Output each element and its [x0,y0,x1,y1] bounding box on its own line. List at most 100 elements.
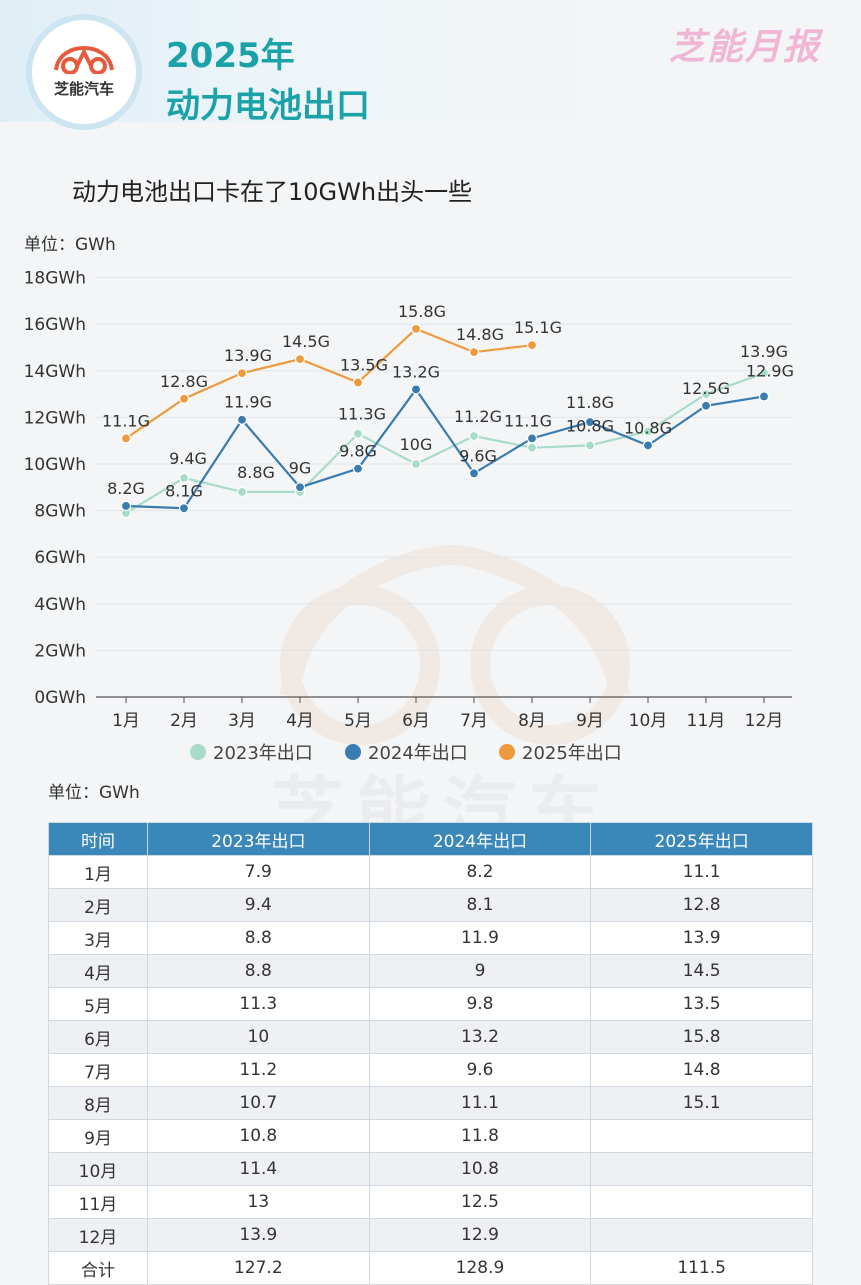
table-cell: 11.2 [147,1053,370,1087]
chart-title: 动力电池出口卡在了10GWh出头一些 [72,178,473,206]
data-point [294,482,306,493]
data-point [352,377,364,388]
y-tick-label: 12GWh [24,408,86,428]
table-row: 2月 9.4 8.1 12.8 [48,888,813,922]
line-chart: 0GWh 2GWh 4GWh 6GWh 8GWh 10GWh 12GWh 14GWh 16GWh… [24,269,794,764]
data-label: 10G [400,435,433,454]
table-cell: 8.8 [147,954,370,988]
data-point [178,472,190,484]
table-cell: 9.4 [147,888,370,922]
table-cell: 127.2 [147,1251,370,1285]
table-cell [590,1152,813,1186]
header-cell: 2025年出口 [590,822,813,856]
table-cell: 8.2 [368,855,592,889]
table-row: 1月 7.9 8.2 11.1 [48,855,813,889]
data-point [468,347,480,358]
table-cell [590,1218,813,1252]
table-cell: 10.8 [368,1152,592,1186]
table-cell: 10.7 [147,1086,370,1120]
table-cell: 7.9 [147,855,370,889]
x-tick-label: 5月 [344,711,372,731]
data-label: 11.3G [338,405,386,424]
table-cell [590,1185,813,1219]
table-row: 12月 13.9 12.9 [48,1218,813,1252]
table-cell: 5月 [48,987,148,1021]
table-row: 7月 11.2 9.6 14.8 [48,1053,813,1087]
data-point [468,430,480,442]
data-point [352,463,364,474]
data-label: 13.9G [224,346,272,365]
table-cell: 4月 [48,954,148,988]
table-cell: 13 [147,1185,370,1219]
x-tick-label: 8月 [518,711,546,731]
x-tick-label: 10月 [629,711,668,731]
data-label: 8.2G [107,479,145,498]
y-tick-label: 10GWh [24,455,86,475]
table-header-row: 时间 2023年出口 2024年出口 2025年出口 [48,822,813,856]
x-tick-label: 2月 [170,711,198,731]
logo: 芝能汽车 [32,20,136,124]
data-label: 11.8G [566,393,614,412]
header-cell: 2023年出口 [147,822,370,856]
table-row: 3月 8.8 11.9 13.9 [48,921,813,955]
table-cell: 10.8 [147,1119,370,1153]
table-cell: 13.9 [590,921,813,955]
table-cell: 14.5 [590,954,813,988]
data-table: 时间 2023年出口 2024年出口 2025年出口 1月 7.9 8.2 11.1 2… [48,822,813,1285]
data-point [236,368,248,379]
car-logo-icon [54,45,114,74]
table-cell: 13.5 [590,987,813,1021]
data-point [410,323,422,334]
data-label: 12.8G [160,372,208,391]
table-cell: 13.2 [368,1020,592,1054]
table-cell: 10月 [48,1152,148,1186]
data-label: 11.2G [454,407,502,426]
table-cell: 11.1 [590,855,813,889]
table-cell: 11.1 [368,1086,592,1120]
chart-unit-label: 单位：GWh [24,235,116,255]
data-label: 11.1G [102,411,150,430]
data-point [526,433,538,444]
table-cell: 13.9 [147,1218,370,1252]
table-cell: 12月 [48,1218,148,1252]
data-label: 15.8G [398,302,446,321]
table-cell: 11.4 [147,1152,370,1186]
data-point [410,384,422,395]
data-label: 14.8G [456,325,504,344]
table-cell: 128.9 [368,1251,592,1285]
table-row: 8月 10.7 11.1 15.1 [48,1086,813,1120]
data-point [178,503,190,514]
watermark-icon [280,544,630,745]
x-tick-label: 9月 [576,711,604,731]
table-cell: 15.8 [590,1020,813,1054]
table-cell: 9 [368,954,592,988]
data-point [120,500,132,512]
table-cell: 8月 [48,1086,148,1120]
data-label: 8.8G [237,463,275,482]
table-row: 10月 11.4 10.8 [48,1152,813,1186]
data-label: 13.2G [392,362,440,381]
table-cell: 3月 [48,921,148,955]
table-cell: 6月 [48,1020,148,1054]
data-point [178,393,190,404]
data-point [236,414,248,425]
data-label: 13.9G [740,342,788,361]
data-point [584,440,596,451]
x-tick-label: 4月 [286,711,314,731]
y-tick-label: 8GWh [34,502,86,522]
data-label: 9.8G [339,442,377,461]
header-cell: 时间 [48,822,148,856]
table-cell: 9.6 [368,1053,592,1087]
table-cell: 111.5 [590,1251,813,1285]
legend-label: 2024年出口 [368,743,468,764]
table-cell: 11月 [48,1185,148,1219]
y-tick-label: 16GWh [24,315,86,335]
data-point [758,391,770,402]
table-cell: 11.9 [368,921,592,955]
header-cell: 2024年出口 [368,822,592,856]
data-point [700,400,712,411]
table-cell: 15.1 [590,1086,813,1120]
legend-marker [499,744,515,760]
x-tick-label: 11月 [687,711,726,731]
title-year: 2025年 [166,36,295,76]
